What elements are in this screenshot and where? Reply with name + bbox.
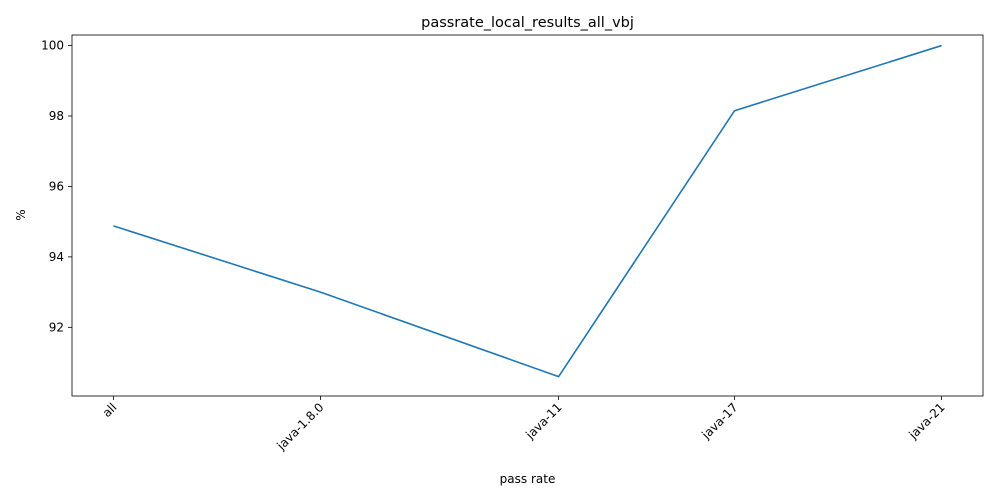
x-axis-label: pass rate	[500, 472, 556, 486]
y-tick-label: 98	[49, 109, 64, 123]
y-tick-label: 92	[49, 320, 64, 334]
series-line	[113, 44, 942, 378]
y-tick-label: 96	[49, 179, 64, 193]
y-tick-label: 100	[41, 39, 64, 53]
plot-frame	[71, 34, 984, 397]
chart-title: passrate_local_results_all_vbj	[421, 15, 634, 31]
y-axis-label: %	[14, 209, 28, 220]
y-tick-label: 94	[49, 250, 64, 264]
